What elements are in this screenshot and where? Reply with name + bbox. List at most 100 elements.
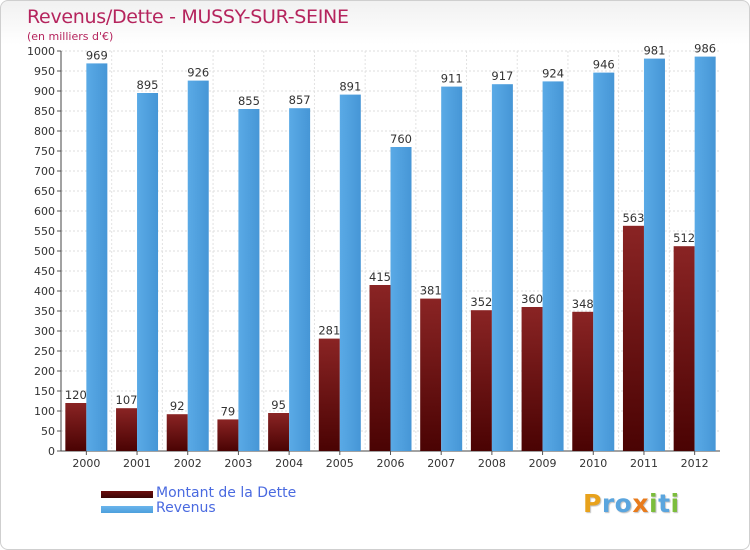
bar-revenus-2011	[643, 58, 665, 451]
bar-revenus-2005	[339, 94, 361, 451]
legend-swatch-dette	[101, 491, 153, 498]
y-tick-label-900: 900	[34, 85, 55, 98]
bar-revenus-2003	[238, 109, 260, 451]
bar-revenus-2001	[137, 93, 159, 451]
logo-letter-5: t	[658, 489, 671, 518]
data-label-revenus-2001: 895	[137, 78, 159, 92]
x-tick-label-2011: 2011	[630, 457, 658, 470]
y-tick-label-700: 700	[34, 165, 55, 178]
y-tick-label-800: 800	[34, 125, 55, 138]
bar-revenus-2010	[593, 72, 615, 451]
bar-dette-2011	[622, 225, 644, 451]
data-label-revenus-2006: 760	[390, 132, 412, 146]
bar-dette-2001	[116, 408, 138, 451]
y-tick-label-600: 600	[34, 205, 55, 218]
y-tick-label-300: 300	[34, 325, 55, 338]
data-label-revenus-2012: 986	[694, 42, 716, 56]
bar-revenus-2006	[390, 147, 412, 451]
y-tick-label-200: 200	[34, 365, 55, 378]
x-tick-label-2004: 2004	[275, 457, 303, 470]
y-tick-label-950: 950	[34, 65, 55, 78]
data-label-revenus-2011: 981	[643, 44, 665, 58]
bar-dette-2000	[65, 403, 87, 451]
data-label-revenus-2003: 855	[238, 94, 260, 108]
data-label-revenus-2004: 857	[289, 93, 311, 107]
bar-revenus-2000	[86, 63, 108, 452]
bar-dette-2006	[369, 285, 391, 451]
bar-dette-2010	[572, 311, 594, 451]
bar-revenus-2004	[289, 108, 311, 451]
y-tick-label-350: 350	[34, 305, 55, 318]
data-label-dette-2006: 415	[369, 270, 391, 284]
data-label-dette-2007: 381	[420, 284, 442, 298]
y-tick-label-750: 750	[34, 145, 55, 158]
bar-dette-2007	[420, 298, 442, 451]
bar-revenus-2002	[187, 80, 209, 451]
y-tick-label-400: 400	[34, 285, 55, 298]
data-label-revenus-2002: 926	[187, 66, 209, 80]
legend-swatch-revenus	[101, 506, 153, 513]
y-tick-label-50: 50	[41, 425, 55, 438]
y-tick-label-250: 250	[34, 345, 55, 358]
data-label-dette-2000: 120	[65, 388, 87, 402]
data-label-revenus-2007: 911	[441, 72, 463, 86]
x-tick-label-2006: 2006	[377, 457, 405, 470]
x-tick-label-2002: 2002	[174, 457, 202, 470]
chart-unit-label: (en milliers d'€)	[27, 30, 114, 43]
x-tick-label-2000: 2000	[72, 457, 100, 470]
x-tick-label-2009: 2009	[529, 457, 557, 470]
logo-letter-4: i	[649, 489, 659, 518]
bar-dette-2004	[268, 413, 290, 451]
y-tick-label-100: 100	[34, 405, 55, 418]
logo-letter-0: P	[583, 489, 602, 518]
logo-letter-1: r	[601, 489, 615, 518]
x-tick-label-2001: 2001	[123, 457, 151, 470]
bar-revenus-2007	[441, 86, 463, 451]
bar-dette-2002	[166, 414, 188, 451]
data-label-dette-2001: 107	[116, 393, 138, 407]
data-label-dette-2005: 281	[318, 324, 340, 338]
data-label-dette-2003: 79	[221, 404, 236, 418]
logo-letter-3: x	[632, 489, 649, 518]
x-tick-label-2003: 2003	[224, 457, 252, 470]
data-label-dette-2009: 360	[521, 292, 543, 306]
bar-dette-2005	[318, 338, 340, 451]
y-tick-label-1000: 1000	[27, 45, 55, 58]
data-label-revenus-2008: 917	[491, 69, 513, 83]
data-label-revenus-2005: 891	[339, 80, 361, 94]
x-tick-label-2012: 2012	[681, 457, 709, 470]
bar-dette-2008	[470, 310, 492, 451]
data-label-dette-2004: 95	[271, 398, 286, 412]
data-label-revenus-2000: 969	[86, 48, 108, 62]
bar-dette-2003	[217, 419, 239, 451]
data-label-dette-2010: 348	[572, 297, 594, 311]
logo-letter-2: o	[614, 489, 633, 518]
bar-revenus-2008	[491, 84, 513, 451]
y-tick-label-150: 150	[34, 385, 55, 398]
data-label-dette-2008: 352	[470, 295, 492, 309]
data-label-revenus-2010: 946	[593, 58, 615, 72]
x-tick-label-2008: 2008	[478, 457, 506, 470]
data-label-dette-2011: 563	[622, 211, 644, 225]
logo-letter-6: i	[670, 489, 680, 518]
x-tick-label-2010: 2010	[579, 457, 607, 470]
y-tick-label-550: 550	[34, 225, 55, 238]
bar-dette-2012	[673, 246, 695, 451]
y-tick-label-450: 450	[34, 265, 55, 278]
legend-label-dette: Montant de la Dette	[156, 485, 297, 501]
legend-label-revenus: Revenus	[156, 500, 216, 516]
bar-revenus-2012	[694, 56, 716, 451]
data-label-dette-2012: 512	[673, 231, 695, 245]
y-tick-label-500: 500	[34, 245, 55, 258]
x-tick-label-2007: 2007	[427, 457, 455, 470]
y-tick-label-0: 0	[48, 445, 55, 458]
data-label-revenus-2009: 924	[542, 66, 564, 80]
y-tick-label-650: 650	[34, 185, 55, 198]
bar-revenus-2009	[542, 81, 564, 452]
bar-dette-2009	[521, 307, 543, 451]
data-label-dette-2002: 92	[170, 399, 185, 413]
x-tick-label-2005: 2005	[326, 457, 354, 470]
chart-title: Revenus/Dette - MUSSY-SUR-SEINE	[27, 6, 349, 28]
